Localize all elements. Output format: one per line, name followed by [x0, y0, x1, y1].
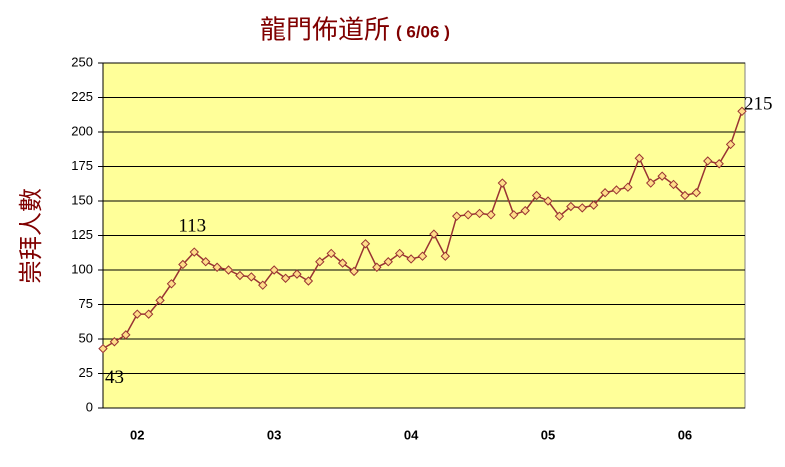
data-point	[337, 258, 348, 268]
x-tick-label: 04	[404, 427, 419, 442]
data-point	[520, 205, 530, 216]
data-point	[246, 272, 257, 282]
data-point	[668, 179, 679, 190]
data-point	[280, 273, 291, 283]
data-point	[155, 295, 165, 306]
data-point	[143, 309, 154, 319]
x-tick-label: 02	[130, 427, 144, 442]
x-tick-label: 03	[267, 427, 281, 442]
y-tick-label: 0	[86, 399, 93, 414]
data-point	[486, 210, 496, 220]
x-tick-label: 05	[541, 427, 555, 442]
data-point	[223, 265, 234, 275]
y-tick-label: 25	[79, 365, 93, 380]
data-point	[691, 188, 702, 198]
data-point	[714, 159, 724, 169]
data-point	[646, 178, 656, 188]
data-point	[452, 211, 462, 221]
data-point	[235, 270, 245, 281]
data-point	[258, 280, 268, 290]
data-point	[109, 337, 120, 347]
data-point	[303, 276, 314, 286]
data-point	[349, 266, 359, 277]
data-point	[212, 262, 222, 272]
data-point	[554, 211, 565, 221]
data-point	[463, 210, 473, 220]
data-point	[326, 248, 336, 259]
data-point	[417, 251, 428, 261]
data-point	[725, 139, 736, 150]
data-point	[737, 106, 747, 117]
data-point	[588, 200, 599, 210]
x-tick-label: 06	[678, 427, 692, 442]
data-point	[166, 279, 177, 289]
data-point	[703, 156, 713, 166]
data-point	[360, 239, 371, 249]
data-point	[121, 330, 131, 340]
y-tick-label: 150	[71, 192, 93, 207]
data-point	[531, 190, 542, 201]
y-tick-label: 250	[71, 54, 93, 69]
data-point	[623, 182, 633, 192]
data-label: 43	[105, 367, 124, 388]
data-point	[189, 247, 199, 257]
data-label: 113	[178, 215, 206, 236]
data-point	[406, 254, 416, 264]
data-point	[178, 259, 188, 270]
data-point	[680, 190, 690, 201]
data-point	[394, 248, 405, 259]
data-point	[577, 203, 587, 213]
data-point	[429, 229, 439, 239]
data-point	[474, 208, 485, 219]
data-point	[497, 178, 508, 188]
data-point	[566, 201, 576, 212]
y-tick-label: 125	[71, 227, 93, 242]
y-tick-label: 100	[71, 261, 93, 276]
data-point	[269, 265, 279, 275]
data-point	[634, 153, 645, 163]
chart-subtitle: ( 6/06 )	[396, 22, 450, 41]
data-point	[611, 185, 622, 195]
data-point	[383, 257, 393, 267]
data-point	[200, 257, 211, 267]
data-point	[543, 196, 553, 206]
data-point	[600, 188, 610, 198]
data-point	[292, 269, 302, 279]
data-point	[315, 257, 325, 267]
data-point	[98, 343, 108, 354]
y-tick-label: 50	[79, 330, 93, 345]
data-point	[509, 210, 519, 220]
data-point	[132, 309, 142, 319]
data-point	[657, 171, 667, 181]
y-tick-label: 75	[79, 296, 93, 311]
data-point	[372, 262, 382, 272]
data-label: 215	[744, 94, 773, 115]
y-tick-label: 175	[71, 158, 93, 173]
data-point	[440, 251, 451, 261]
y-axis-title: 崇拜人數	[17, 188, 45, 284]
chart-title: 龍門佈道所	[260, 16, 390, 46]
y-tick-label: 225	[71, 89, 93, 104]
y-tick-label: 200	[71, 123, 93, 138]
